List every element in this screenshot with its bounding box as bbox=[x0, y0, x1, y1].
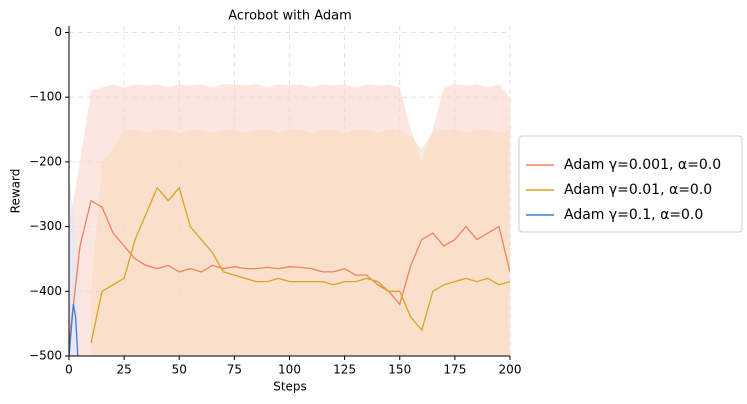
legend-box bbox=[518, 135, 743, 233]
y-tick-label: −400 bbox=[29, 284, 62, 298]
y-tick-label: 0 bbox=[54, 25, 62, 39]
x-tick-label: 175 bbox=[443, 363, 466, 377]
x-tick-label: 0 bbox=[65, 363, 73, 377]
x-tick-label: 200 bbox=[499, 363, 522, 377]
series-line bbox=[69, 199, 510, 344]
x-tick-label: 100 bbox=[278, 363, 301, 377]
x-tick-label: 25 bbox=[116, 363, 131, 377]
legend-label: Adam γ=0.001, α=0.0 bbox=[564, 157, 721, 173]
y-tick-label: −500 bbox=[29, 349, 62, 363]
y-axis-label: Reward bbox=[9, 169, 23, 214]
ticks: 0 25 50 75 100 125 150 175 200 −500 −400 −300 −200 −1… bbox=[29, 25, 521, 377]
bands bbox=[69, 84, 510, 356]
legend-label: Adam γ=0.01, α=0.0 bbox=[564, 182, 712, 198]
x-tick-label: 125 bbox=[333, 363, 356, 377]
legend-label: Adam γ=0.1, α=0.0 bbox=[564, 207, 703, 223]
legend: Adam γ=0.001, α=0.0 Adam γ=0.01, α=0.0 Ada… bbox=[526, 157, 721, 223]
lines bbox=[69, 186, 510, 356]
x-tick-label: 150 bbox=[388, 363, 411, 377]
series-line bbox=[90, 186, 510, 344]
y-tick-label: −300 bbox=[29, 219, 62, 233]
series-line bbox=[69, 304, 79, 356]
y-tick-label: −100 bbox=[29, 90, 62, 104]
x-tick-label: 50 bbox=[172, 363, 187, 377]
x-axis-label: Steps bbox=[273, 380, 307, 394]
x-tick-label: 75 bbox=[227, 363, 242, 377]
confidence-band bbox=[91, 129, 510, 356]
confidence-band bbox=[69, 174, 78, 356]
y-tick-label: −200 bbox=[29, 154, 62, 168]
chart-title: Acrobot with Adam bbox=[228, 9, 352, 24]
